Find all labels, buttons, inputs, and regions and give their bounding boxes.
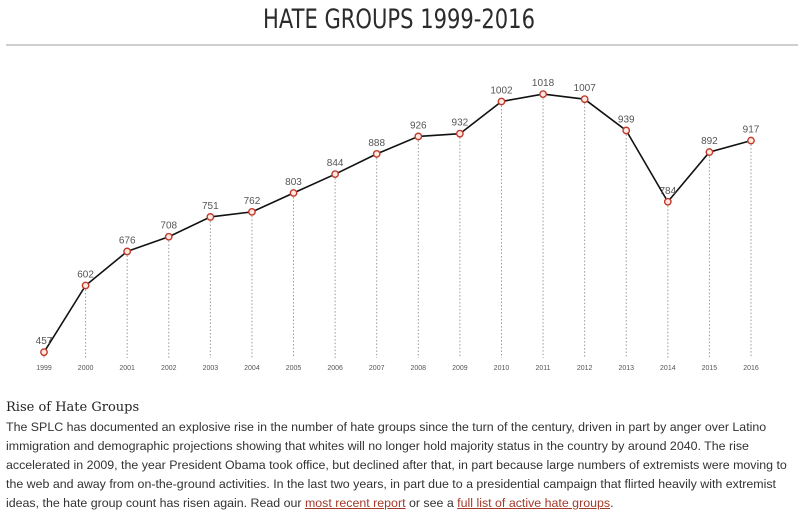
data-label: 1018 (532, 78, 555, 89)
data-label: 457 (36, 336, 53, 347)
data-label: 1007 (574, 83, 597, 94)
data-label: 1002 (490, 85, 513, 96)
x-tick-label: 2011 (536, 365, 551, 372)
data-point (40, 348, 48, 357)
data-label: 926 (410, 120, 427, 131)
data-point (497, 97, 506, 106)
data-point (372, 150, 381, 158)
data-point (206, 213, 215, 221)
x-tick-label: 1999 (36, 365, 52, 372)
data-label: 602 (77, 269, 94, 280)
title-divider (6, 44, 798, 46)
article-body-text-2: or see a (405, 496, 458, 510)
x-tick-label: 2012 (577, 365, 593, 372)
x-tick-label: 2004 (244, 365, 260, 372)
data-point (747, 136, 755, 145)
data-label: 844 (327, 158, 344, 169)
data-point (123, 247, 132, 256)
hate-groups-list-link[interactable]: full list of active hate groups (457, 496, 611, 510)
article-body-text-1: The SPLC has documented an explosive ris… (6, 420, 787, 510)
data-point (455, 129, 464, 138)
data-label: 784 (659, 186, 676, 197)
data-point (331, 170, 340, 179)
x-tick-label: 2001 (119, 365, 135, 372)
x-tick-label: 2007 (369, 365, 385, 372)
data-point (164, 232, 173, 241)
data-label: 888 (368, 138, 385, 149)
article-body: The SPLC has documented an explosive ris… (6, 418, 796, 513)
data-label: 762 (244, 196, 261, 207)
line-chart: 457 602 676 708 751 762 803 844 888 926 932 1002 101… (36, 78, 760, 372)
data-label: 676 (119, 235, 136, 246)
data-point (248, 207, 256, 216)
x-tick-label: 2010 (494, 365, 510, 372)
data-label: 751 (202, 201, 219, 212)
data-point (539, 90, 547, 99)
data-point (81, 281, 90, 290)
x-tick-label: 2015 (702, 365, 718, 372)
x-tick-label: 2016 (743, 365, 759, 372)
x-tick-label: 2013 (618, 365, 634, 372)
data-point (289, 189, 298, 197)
data-point (580, 95, 589, 104)
data-label: 803 (285, 177, 302, 188)
data-label: 939 (618, 114, 635, 125)
data-point (663, 197, 672, 206)
data-point (414, 132, 423, 141)
series-line (43, 93, 752, 353)
x-tick-label: 2003 (203, 365, 219, 372)
article-body-text-3: . (610, 496, 614, 510)
data-point (705, 148, 714, 156)
chart-title: HATE GROUPS 1999-2016 (263, 4, 535, 35)
article-heading: Rise of Hate Groups (6, 400, 140, 415)
x-tick-label: 2006 (327, 365, 343, 372)
data-point (622, 126, 631, 135)
x-tick-label: 2000 (78, 365, 94, 372)
x-tick-label: 2002 (161, 365, 177, 372)
data-label: 917 (743, 125, 760, 136)
data-label: 932 (452, 118, 469, 129)
data-label: 892 (701, 136, 718, 147)
x-tick-label: 2008 (411, 365, 427, 372)
x-tick-label: 2014 (660, 365, 676, 372)
x-tick-label: 2009 (452, 365, 468, 372)
most-recent-report-link[interactable]: most recent report (304, 496, 406, 510)
data-label: 708 (160, 221, 177, 232)
x-tick-label: 2005 (286, 365, 302, 372)
